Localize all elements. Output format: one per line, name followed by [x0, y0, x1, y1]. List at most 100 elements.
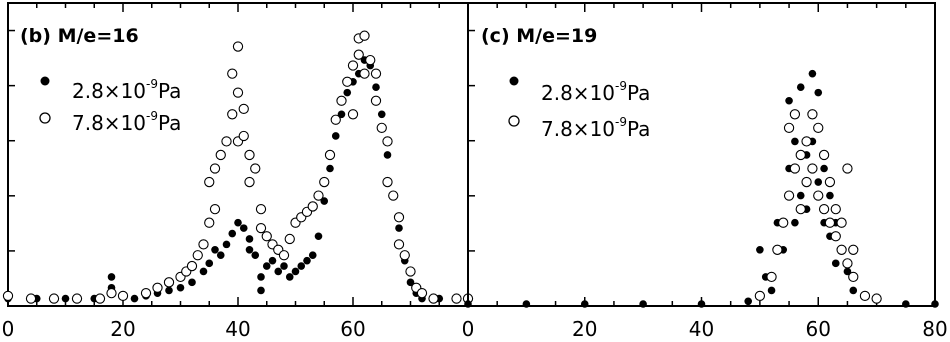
- data-point-filled: [326, 164, 334, 173]
- data-point-filled: [343, 88, 352, 97]
- data-point-filled: [843, 267, 852, 276]
- data-point-filled: [291, 267, 300, 276]
- data-point-open: [25, 293, 37, 304]
- data-point-filled: [767, 286, 776, 295]
- data-point-open: [842, 163, 853, 174]
- data-point-filled: [395, 224, 403, 232]
- panel-c: (c) M/e=19 2.8×10-9Pa 7.8×10-9Pa: [464, 2, 939, 308]
- data-point-filled: [222, 240, 231, 249]
- data-point-filled: [406, 278, 415, 287]
- data-point-open: [359, 30, 370, 41]
- data-point-filled: [274, 267, 283, 276]
- data-point-open: [393, 239, 405, 250]
- data-point-filled: [337, 110, 346, 119]
- panel-c-legend: 2.8×10-9Pa 7.8×10-9Pa: [508, 76, 650, 141]
- data-point-open: [772, 244, 783, 255]
- data-point-filled: [234, 218, 242, 227]
- data-point-open: [106, 288, 117, 299]
- data-point-open: [795, 203, 806, 215]
- panel-c-legend-marker-open: [508, 115, 520, 127]
- data-point-filled: [262, 262, 271, 270]
- data-point-open: [428, 293, 439, 304]
- data-point-filled: [372, 83, 380, 91]
- data-point-open: [232, 41, 244, 52]
- data-point-open: [801, 176, 812, 188]
- data-point-filled: [130, 294, 139, 303]
- data-point-open: [783, 190, 795, 201]
- data-point-open: [754, 290, 766, 302]
- data-point-open: [313, 190, 324, 201]
- legend-unit: Pa: [158, 111, 181, 135]
- panel-b-legend-label-1: 2.8×10-9Pa: [72, 77, 181, 103]
- data-point-filled: [791, 218, 799, 227]
- data-point-filled: [522, 300, 531, 308]
- data-point-filled: [245, 246, 254, 254]
- data-point-open: [347, 60, 359, 71]
- data-point-filled: [239, 224, 248, 232]
- legend-unit: Pa: [627, 81, 650, 105]
- data-point-open: [382, 136, 393, 147]
- data-point-open: [209, 163, 221, 174]
- x-tick-label: 60: [340, 317, 365, 341]
- data-point-filled: [796, 83, 805, 91]
- data-point-open: [198, 239, 209, 250]
- data-point-open: [261, 231, 272, 242]
- panel-c-ticks: [467, 3, 936, 307]
- data-point-open: [830, 231, 841, 242]
- legend-exponent: -9: [146, 77, 158, 91]
- data-point-filled: [257, 286, 265, 295]
- data-point-filled: [61, 294, 70, 303]
- data-point-filled: [744, 297, 752, 306]
- legend-exponent: -9: [615, 115, 627, 129]
- data-point-open: [221, 136, 232, 147]
- panel-c-title: (c) M/e=19: [481, 25, 597, 47]
- data-point-filled: [831, 259, 840, 268]
- data-point-open: [801, 136, 812, 147]
- data-point-filled: [931, 300, 939, 308]
- data-point-open: [370, 95, 382, 106]
- panel-b-legend-marker-filled: [40, 76, 50, 86]
- data-point-open: [848, 271, 859, 283]
- data-point-open: [871, 293, 882, 304]
- data-point-open: [284, 233, 295, 245]
- data-point-filled: [697, 300, 706, 308]
- data-point-filled: [245, 235, 254, 243]
- panel-c-legend-marker-filled: [509, 76, 519, 86]
- data-point-open: [215, 149, 226, 161]
- data-point-filled: [199, 267, 208, 276]
- data-point-open: [848, 244, 859, 255]
- data-point-open: [278, 250, 290, 261]
- legend-unit: Pa: [158, 79, 181, 103]
- data-point-open: [140, 288, 152, 299]
- data-point-filled: [826, 191, 834, 200]
- data-point-filled: [303, 256, 311, 265]
- x-tick-label: 20: [572, 317, 597, 341]
- data-point-open: [789, 163, 801, 174]
- data-point-filled: [280, 262, 288, 270]
- data-point-open: [71, 293, 83, 304]
- data-point-filled: [297, 262, 306, 270]
- data-point-open: [370, 68, 382, 79]
- panel-b: (b) M/e=16 2.8×10-9Pa 7.8×10-9Pa: [2, 2, 474, 307]
- data-point-open: [842, 258, 853, 269]
- data-point-open: [365, 54, 376, 66]
- data-point-filled: [796, 191, 805, 200]
- data-point-open: [48, 293, 60, 304]
- data-point-open: [324, 149, 336, 161]
- data-point-open: [2, 290, 14, 302]
- data-point-filled: [814, 178, 823, 186]
- x-tick-label: 60: [806, 317, 831, 341]
- data-point-open: [376, 122, 387, 133]
- data-point-open: [783, 122, 795, 133]
- data-point-open: [766, 271, 777, 283]
- data-point-open: [244, 149, 255, 161]
- data-point-filled: [107, 273, 116, 281]
- data-point-filled: [383, 151, 392, 159]
- panel-b-legend: 2.8×10-9Pa 7.8×10-9Pa: [39, 76, 181, 135]
- legend-prefix: 2.8×10: [541, 81, 615, 105]
- data-point-filled: [902, 300, 910, 308]
- data-point-open: [255, 203, 267, 215]
- data-point-filled: [308, 251, 317, 260]
- data-point-open: [238, 103, 249, 115]
- data-point-filled: [377, 110, 386, 119]
